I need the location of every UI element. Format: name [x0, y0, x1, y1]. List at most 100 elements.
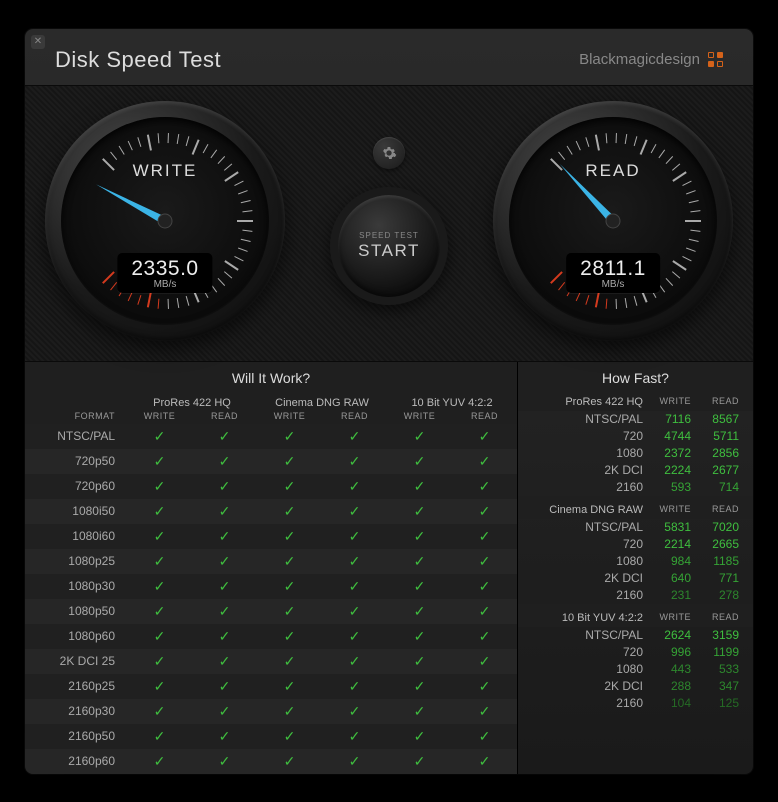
hf-format: NTSC/PAL: [518, 520, 643, 534]
wiw-column-headers: FORMATProRes 422 HQWRITEREADCinema DNG R…: [25, 392, 517, 424]
write-gauge: WRITE 2335.0 MB/s: [45, 101, 285, 341]
check-icon: ✓: [452, 553, 517, 570]
format-label: 2160p50: [25, 729, 127, 743]
app-window: ✕ Disk Speed Test Blackmagicdesign WRITE…: [25, 29, 753, 774]
hf-row: 2K DCI288347: [518, 678, 753, 695]
check-icon: ✓: [452, 703, 517, 720]
hf-format: 2K DCI: [518, 679, 643, 693]
start-button[interactable]: SPEED TEST START: [330, 187, 448, 305]
wiw-body: NTSC/PAL✓✓✓✓✓✓720p50✓✓✓✓✓✓720p60✓✓✓✓✓✓10…: [25, 424, 517, 774]
hf-write-value: 593: [643, 480, 691, 494]
format-label: 1080p50: [25, 604, 127, 618]
hf-format: 2160: [518, 696, 643, 710]
hf-read-value: 2665: [691, 537, 739, 551]
check-icon: ✓: [192, 603, 257, 620]
check-icon: ✓: [322, 728, 387, 745]
check-icon: ✓: [257, 703, 322, 720]
hf-body: ProRes 422 HQWRITEREADNTSC/PAL7116856772…: [518, 392, 753, 712]
check-icon: ✓: [322, 653, 387, 670]
check-icon: ✓: [322, 528, 387, 545]
hf-row: NTSC/PAL26243159: [518, 627, 753, 644]
wiw-row: 2160p50✓✓✓✓✓✓: [25, 724, 517, 749]
check-icon: ✓: [127, 603, 192, 620]
read-value: 2811.1: [580, 257, 646, 281]
check-icon: ✓: [127, 628, 192, 645]
hf-write-value: 984: [643, 554, 691, 568]
check-icon: ✓: [257, 653, 322, 670]
how-fast-title: How Fast?: [518, 362, 753, 392]
read-value-box: 2811.1 MB/s: [566, 253, 660, 293]
hf-write-value: 4744: [643, 429, 691, 443]
hf-read-value: 1199: [691, 645, 739, 659]
will-it-work-panel: Will It Work? FORMATProRes 422 HQWRITERE…: [25, 362, 518, 774]
check-icon: ✓: [127, 678, 192, 695]
check-icon: ✓: [192, 703, 257, 720]
hf-write-value: 5831: [643, 520, 691, 534]
format-label: 1080i50: [25, 504, 127, 518]
check-icon: ✓: [127, 553, 192, 570]
start-button-big: START: [358, 241, 420, 261]
close-button[interactable]: ✕: [31, 35, 45, 49]
hf-read-value: 2856: [691, 446, 739, 460]
hf-read-value: 533: [691, 662, 739, 676]
write-gauge-label: WRITE: [45, 161, 285, 181]
check-icon: ✓: [127, 753, 192, 770]
hf-format: 2160: [518, 480, 643, 494]
hf-row: 7209961199: [518, 644, 753, 661]
format-label: 1080p60: [25, 629, 127, 643]
format-label: 2160p25: [25, 679, 127, 693]
wiw-row: 720p50✓✓✓✓✓✓: [25, 449, 517, 474]
hf-write-value: 288: [643, 679, 691, 693]
hf-row: 2K DCI22242677: [518, 462, 753, 479]
hf-write-value: 996: [643, 645, 691, 659]
wiw-row: 2160p25✓✓✓✓✓✓: [25, 674, 517, 699]
format-label: 2160p30: [25, 704, 127, 718]
check-icon: ✓: [257, 478, 322, 495]
check-icon: ✓: [387, 578, 452, 595]
read-gauge: READ 2811.1 MB/s: [493, 101, 733, 341]
check-icon: ✓: [452, 428, 517, 445]
write-value-box: 2335.0 MB/s: [117, 253, 212, 293]
hf-format: 1080: [518, 662, 643, 676]
format-label: 720p50: [25, 454, 127, 468]
start-button-small: SPEED TEST: [359, 231, 419, 240]
check-icon: ✓: [452, 503, 517, 520]
check-icon: ✓: [192, 553, 257, 570]
check-icon: ✓: [192, 728, 257, 745]
check-icon: ✓: [322, 603, 387, 620]
check-icon: ✓: [322, 753, 387, 770]
check-icon: ✓: [387, 753, 452, 770]
hf-format: 2K DCI: [518, 571, 643, 585]
hf-format: 720: [518, 429, 643, 443]
hf-format: 720: [518, 645, 643, 659]
hf-read-value: 347: [691, 679, 739, 693]
check-icon: ✓: [322, 553, 387, 570]
check-icon: ✓: [322, 678, 387, 695]
check-icon: ✓: [387, 478, 452, 495]
check-icon: ✓: [127, 428, 192, 445]
check-icon: ✓: [452, 478, 517, 495]
check-icon: ✓: [452, 603, 517, 620]
settings-button[interactable]: [373, 137, 405, 169]
check-icon: ✓: [387, 603, 452, 620]
check-icon: ✓: [192, 478, 257, 495]
hf-group-name: Cinema DNG RAW: [518, 504, 643, 516]
check-icon: ✓: [257, 753, 322, 770]
hf-row: 72047445711: [518, 428, 753, 445]
hf-read-value: 1185: [691, 554, 739, 568]
hf-row: 108023722856: [518, 445, 753, 462]
write-value: 2335.0: [131, 257, 198, 281]
check-icon: ✓: [387, 428, 452, 445]
gauge-area: WRITE 2335.0 MB/s SPEED TEST START READ …: [25, 85, 753, 362]
hf-row: 10809841185: [518, 553, 753, 570]
check-icon: ✓: [192, 503, 257, 520]
brand-logo-icon: [708, 52, 723, 67]
wiw-row: NTSC/PAL✓✓✓✓✓✓: [25, 424, 517, 449]
hf-write-value: 2372: [643, 446, 691, 460]
hf-write-value: 231: [643, 588, 691, 602]
check-icon: ✓: [257, 728, 322, 745]
check-icon: ✓: [322, 428, 387, 445]
hf-group-name: 10 Bit YUV 4:2:2: [518, 612, 643, 624]
check-icon: ✓: [257, 603, 322, 620]
wiw-row: 2160p30✓✓✓✓✓✓: [25, 699, 517, 724]
